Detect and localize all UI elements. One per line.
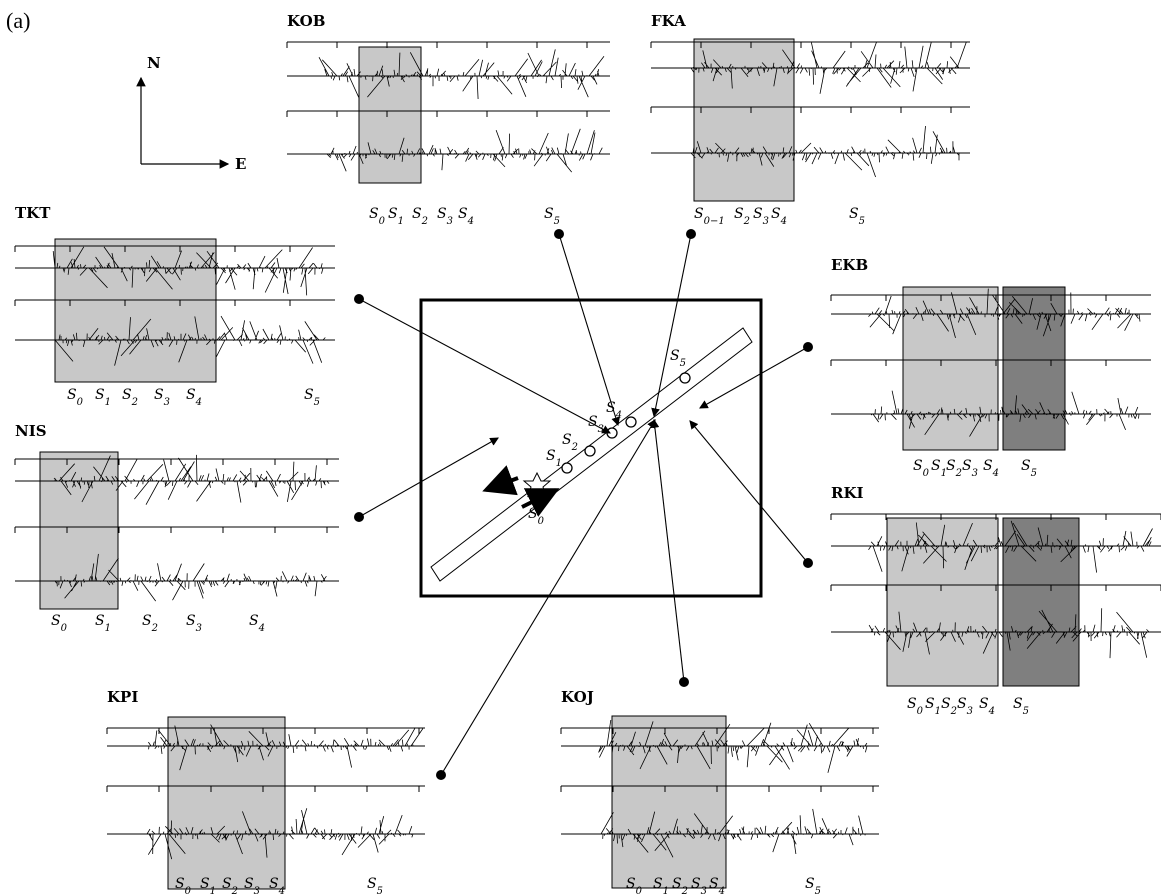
subevent-circle-s3 bbox=[607, 428, 617, 438]
segment-label-rki-3: S3 bbox=[957, 696, 973, 717]
station-name-fka: FKA bbox=[651, 12, 686, 30]
segment-label-kob-5: S5 bbox=[544, 206, 560, 227]
segment-label-tkt-0: S0 bbox=[67, 387, 84, 408]
segment-label-tkt-1: S1 bbox=[95, 387, 111, 408]
station-name-koj: KOJ bbox=[561, 688, 594, 706]
segment-label-rki-2: S2 bbox=[941, 696, 957, 717]
segment-label-tkt-2: S2 bbox=[122, 387, 138, 408]
station-panel-kpi: KPI S0 S1 S2 S3 S4 S5 bbox=[107, 688, 425, 896]
segment-label-ekb-4: S4 bbox=[983, 458, 999, 479]
station-panel-kob: KOB S0 S1 S2 S3 S4 S5 bbox=[287, 12, 610, 227]
station-name-rki: RKI bbox=[831, 484, 864, 502]
map-label-s3: S3 bbox=[588, 414, 604, 435]
segment-label-tkt-5: S5 bbox=[304, 387, 320, 408]
station-panel-rki: RKI S0 S1 S2 S3 S4 S5 bbox=[831, 484, 1161, 717]
segment-label-kob-0: S0 bbox=[369, 206, 386, 227]
compass-north-label: N bbox=[147, 54, 161, 72]
station-dot-nis bbox=[354, 512, 364, 522]
segment-label-rki-0: S0 bbox=[907, 696, 924, 717]
map-label-s1: S1 bbox=[546, 448, 562, 469]
segment-label-rki-4: S4 bbox=[979, 696, 995, 717]
ray-nis bbox=[359, 438, 498, 517]
segment-label-nis-0: S0 bbox=[51, 613, 68, 634]
map-label-s5: S5 bbox=[670, 348, 686, 369]
segment-label-ekb-2: S2 bbox=[946, 458, 962, 479]
segment-label-tkt-4: S4 bbox=[186, 387, 202, 408]
subevent-circle-s2 bbox=[585, 446, 595, 456]
station-panel-koj: KOJ S0 S1 S2 S3 S4 S5 bbox=[561, 688, 879, 896]
segment-label-fka-4: S5 bbox=[849, 206, 865, 227]
segment-label-rki-1: S1 bbox=[925, 696, 941, 717]
station-name-kpi: KPI bbox=[107, 688, 138, 706]
station-dot-tkt bbox=[354, 294, 364, 304]
light-window-kpi bbox=[168, 717, 285, 889]
light-window-ekb bbox=[903, 287, 998, 450]
segment-label-kob-3: S3 bbox=[437, 206, 453, 227]
light-window-fka bbox=[694, 39, 794, 201]
light-window-rki bbox=[887, 518, 998, 686]
ray-tkt bbox=[359, 299, 610, 433]
ray-koj bbox=[654, 420, 684, 682]
ray-kob bbox=[559, 234, 618, 425]
subevent-circle-s1 bbox=[562, 463, 572, 473]
segment-label-fka-1: S2 bbox=[734, 206, 750, 227]
segment-label-kob-1: S1 bbox=[388, 206, 404, 227]
station-panel-tkt: TKT S0 S1 S2 S3 S4 S5 bbox=[15, 204, 335, 408]
station-name-nis: NIS bbox=[15, 422, 47, 440]
segment-label-fka-3: S4 bbox=[771, 206, 787, 227]
station-name-tkt: TKT bbox=[15, 204, 51, 222]
station-dot-koj bbox=[679, 677, 689, 687]
station-dot-kpi bbox=[436, 770, 446, 780]
compass-east-label: E bbox=[235, 155, 246, 173]
station-dot-rki bbox=[803, 558, 813, 568]
segment-label-fka-0: S0−1 bbox=[694, 206, 725, 227]
light-window-nis bbox=[40, 452, 118, 609]
light-window-tkt bbox=[55, 239, 216, 382]
segment-label-rki-5: S5 bbox=[1013, 696, 1029, 717]
segment-label-ekb-3: S3 bbox=[962, 458, 978, 479]
ray-fka bbox=[654, 234, 691, 416]
slip-arrow-ne-icon bbox=[522, 490, 556, 507]
slip-arrow-sw-icon bbox=[486, 478, 518, 490]
ray-ekb bbox=[700, 347, 808, 408]
segment-label-kob-4: S4 bbox=[458, 206, 474, 227]
segment-label-koj-5: S5 bbox=[805, 876, 821, 896]
segment-label-nis-3: S3 bbox=[186, 613, 202, 634]
segment-label-kpi-5: S5 bbox=[367, 876, 383, 896]
subevent-circle-s4 bbox=[626, 417, 636, 427]
segment-label-nis-2: S2 bbox=[142, 613, 158, 634]
station-dot-fka bbox=[686, 229, 696, 239]
station-panel-nis: NIS S0 S1 S2 S3 S4 bbox=[15, 422, 339, 634]
station-name-ekb: EKB bbox=[831, 256, 868, 274]
segment-label-kob-2: S2 bbox=[412, 206, 428, 227]
segment-label-fka-2: S3 bbox=[753, 206, 769, 227]
segment-label-ekb-5: S5 bbox=[1021, 458, 1037, 479]
station-dot-ekb bbox=[803, 342, 813, 352]
station-name-kob: KOB bbox=[287, 12, 325, 30]
segment-label-ekb-1: S1 bbox=[931, 458, 947, 479]
ray-rki bbox=[690, 421, 808, 563]
segment-label-ekb-0: S0 bbox=[913, 458, 930, 479]
segment-label-nis-1: S1 bbox=[95, 613, 111, 634]
light-window-kob bbox=[359, 47, 421, 183]
station-panel-fka: FKA S0−1 S2 S3 S4 S5 bbox=[651, 12, 970, 227]
map-label-s2: S2 bbox=[562, 432, 578, 453]
subevent-circle-s5 bbox=[680, 373, 690, 383]
map-label-s0: S0 bbox=[528, 506, 545, 527]
segment-label-tkt-3: S3 bbox=[154, 387, 170, 408]
compass: N E bbox=[141, 54, 246, 173]
segment-label-nis-4: S4 bbox=[249, 613, 265, 634]
station-dot-kob bbox=[554, 229, 564, 239]
station-panel-ekb: EKB S0 S1 S2 S3 S4 S5 bbox=[831, 256, 1151, 479]
